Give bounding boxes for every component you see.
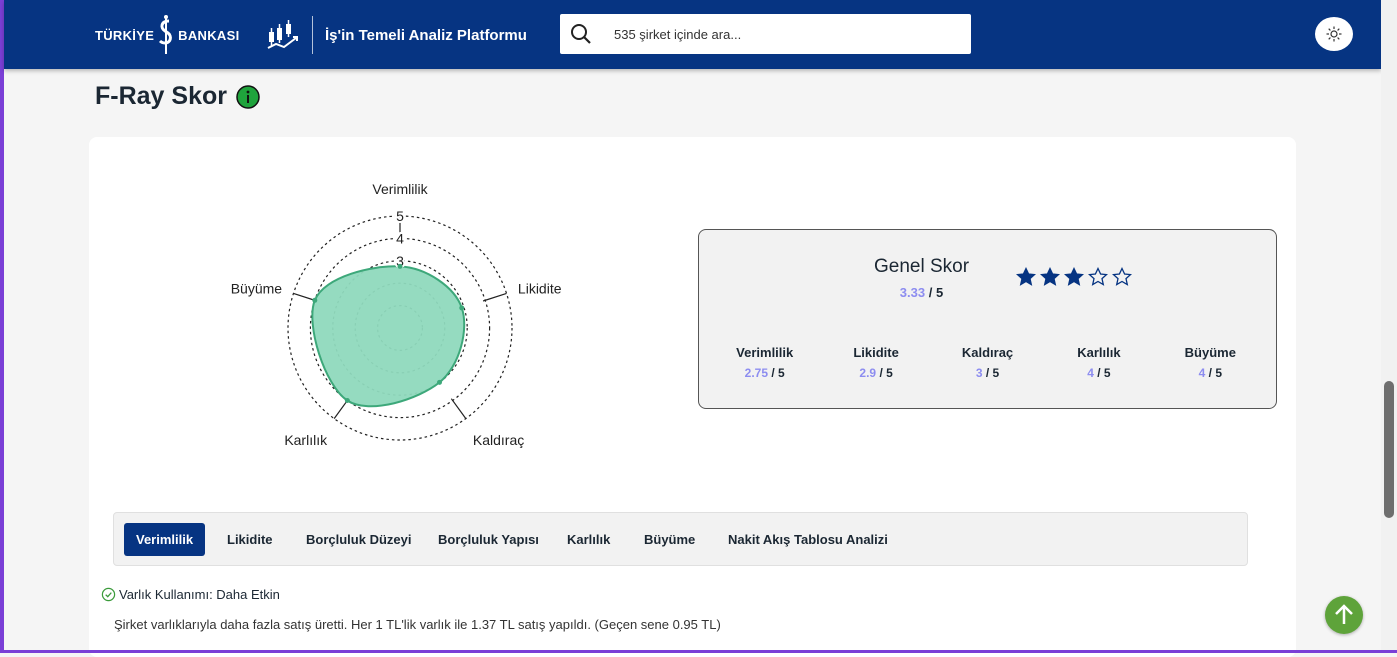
radar-point: [459, 305, 465, 311]
metric-score: 4: [1087, 366, 1094, 380]
metric-label: Likidite: [853, 345, 899, 360]
metric-max: / 5: [982, 366, 1000, 380]
tab-likidite[interactable]: Likidite: [227, 532, 273, 547]
radar-ring-label: 4: [396, 230, 404, 246]
metric-label: Verimlilik: [736, 345, 794, 360]
radar-ring: [309, 237, 491, 419]
metric-score: 2.75: [744, 366, 769, 380]
radar-point: [436, 379, 442, 385]
metric-label: Büyüme: [1184, 345, 1236, 360]
radar-score-area: [311, 265, 466, 408]
metric-score: 3: [975, 366, 983, 380]
analysis-description: Şirket varlıklarıyla daha fazla satış ür…: [114, 617, 721, 632]
general-score-value: 3.33 / 5: [859, 285, 984, 300]
bank-logo[interactable]: TÜRKİYE BANKASI: [95, 14, 240, 56]
platform-name: İş'in Temeli Analiz Platformu: [325, 26, 527, 44]
general-score-max: / 5: [925, 285, 944, 300]
platform-brand[interactable]: İş'in Temeli Analiz Platformu: [266, 14, 527, 56]
page-scrollbar[interactable]: [1381, 0, 1397, 653]
metric-score: 4: [1198, 366, 1206, 380]
search-box[interactable]: [560, 14, 971, 54]
general-score-title: Genel Skor: [873, 256, 970, 277]
metric-item: Karlılık 4 / 5: [1043, 345, 1154, 380]
tab-karlılık[interactable]: Karlılık: [567, 532, 611, 547]
general-score-panel: Genel Skor 3.33 / 5 Verimlilik 2.75 / 5 Li…: [698, 229, 1277, 409]
metric-value: 4 / 5: [1155, 366, 1266, 380]
arrow-up-icon: [1335, 604, 1353, 624]
scroll-to-top-button[interactable]: [1325, 596, 1363, 634]
metric-item: Kaldıraç 3 / 5: [932, 345, 1043, 380]
brand-divider: [312, 16, 313, 54]
metric-scores: Verimlilik 2.75 / 5 Likidite 2.9 / 5 Kaldıra…: [709, 345, 1266, 380]
metric-max: / 5: [1093, 366, 1111, 380]
info-icon[interactable]: [236, 84, 260, 109]
radar-point: [344, 397, 350, 403]
bank-name-right: BANKASI: [178, 27, 240, 43]
analysis-heading-text: Varlık Kullanımı: Daha Etkin: [119, 587, 280, 602]
radar-point: [312, 297, 318, 303]
metric-item: Likidite 2.9 / 5: [820, 345, 931, 380]
metric-max: / 5: [876, 366, 893, 380]
window-frame-bottom: [0, 650, 1397, 653]
theme-toggle-button[interactable]: [1315, 17, 1353, 51]
window-frame-left: [0, 0, 4, 653]
metric-label: Kaldıraç: [961, 345, 1014, 360]
metric-value: 2.9 / 5: [820, 366, 931, 380]
radar-ring: [287, 215, 513, 441]
bank-logo-mark-icon: [159, 15, 173, 54]
metric-max: / 5: [768, 366, 785, 380]
radar-axis-label: Likidite: [518, 281, 562, 297]
page-title: F-Ray Skor: [95, 82, 227, 110]
radar-ring-label: 3: [396, 253, 404, 269]
top-header: TÜRKİYE BANKASI İş'in Temeli Analiz Plat…: [4, 0, 1381, 69]
metric-value: 2.75 / 5: [709, 366, 820, 380]
star-filled-icon: [1040, 267, 1060, 286]
check-circle-icon: [101, 587, 116, 602]
metric-label: Karlılık: [1077, 345, 1121, 360]
metric-value: 3 / 5: [932, 366, 1043, 380]
radar-spoke: [450, 398, 467, 419]
analysis-heading: Varlık Kullanımı: Daha Etkin: [101, 587, 280, 602]
radar-axis-label: Verimlilik: [372, 181, 428, 197]
radar-ring-label: 5: [396, 208, 404, 224]
tab-verimlilik[interactable]: Verimlilik: [124, 523, 206, 556]
general-score-number: 3.33: [899, 285, 926, 300]
bank-name-left: TÜRKİYE: [95, 27, 155, 43]
search-input[interactable]: [612, 25, 946, 43]
tab-büyüme[interactable]: Büyüme: [644, 532, 696, 547]
sun-icon: [1326, 26, 1342, 42]
search-icon: [571, 24, 591, 44]
radar-point: [397, 263, 403, 269]
star-empty-icon: [1112, 267, 1132, 286]
metric-score: 2.9: [859, 366, 877, 380]
radar-axis-label: Karlılık: [284, 432, 328, 448]
radar-spoke: [482, 292, 507, 302]
tab-nakit-akış-tablosu-analizi[interactable]: Nakit Akış Tablosu Analizi: [728, 532, 888, 547]
tab-borçluluk-yapısı[interactable]: Borçluluk Yapısı: [438, 532, 539, 547]
metric-max: / 5: [1205, 366, 1223, 380]
star-filled-icon: [1064, 267, 1084, 286]
metric-item: Verimlilik 2.75 / 5: [709, 345, 820, 380]
star-rating: [1016, 267, 1132, 287]
tab-borçluluk-düzeyi[interactable]: Borçluluk Düzeyi: [306, 532, 412, 547]
radar-axis-label: Büyüme: [231, 281, 283, 297]
star-empty-icon: [1088, 267, 1108, 286]
candlestick-chart-icon: [267, 20, 298, 49]
analysis-tabs: Verimlilik Likidite Borçluluk Düzeyi Borçlu…: [113, 512, 1248, 566]
radar-axis-label: Kaldıraç: [473, 432, 524, 448]
radar-chart: 5 4 3 Verimlilik Likidite Kaldıraç Karlılık Bü…: [231, 181, 562, 448]
fray-section-title: F-Ray Skor: [95, 82, 260, 111]
metric-value: 4 / 5: [1043, 366, 1154, 380]
star-filled-icon: [1016, 267, 1036, 286]
metric-item: Büyüme 4 / 5: [1155, 345, 1266, 380]
scrollbar-thumb[interactable]: [1384, 381, 1394, 518]
